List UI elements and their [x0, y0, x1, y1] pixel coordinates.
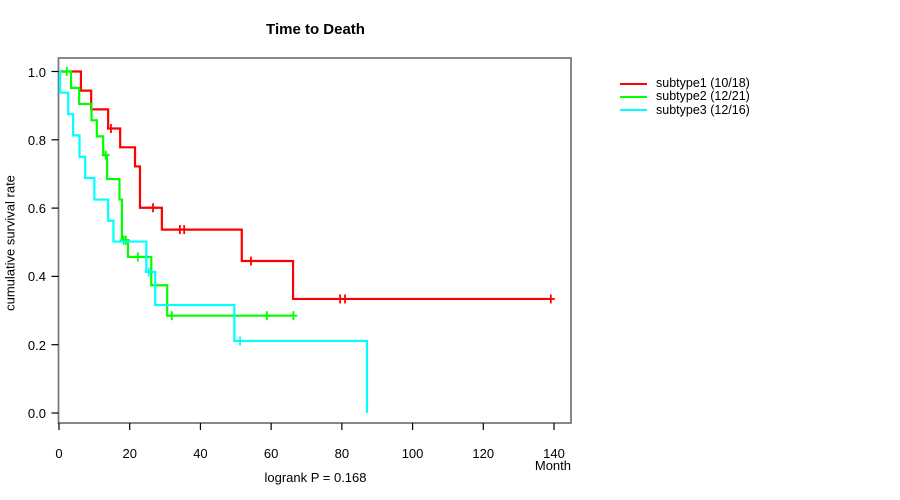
- legend-label-subtype3: subtype3 (12/16): [656, 102, 750, 117]
- x-tick-label: 100: [401, 446, 424, 461]
- y-tick-label: 0.6: [27, 201, 46, 217]
- legend-label-subtype2: subtype2 (12/21): [656, 89, 750, 104]
- x-tick-label: 60: [263, 446, 279, 461]
- x-tick-label: 40: [193, 446, 208, 461]
- legend-label-subtype1: subtype1 (10/18): [656, 76, 750, 91]
- y-tick-label: 0.2: [27, 337, 46, 353]
- y-tick-label: 1.0: [27, 64, 46, 80]
- y-tick-label: 0.4: [27, 269, 46, 285]
- plot-box: [57, 57, 572, 424]
- logrank-annotation: logrank P = 0.168: [264, 470, 367, 485]
- legend-line-swatch-subtype1: [620, 82, 647, 85]
- legend-line-swatch-subtype3: [620, 109, 647, 112]
- x-tick-label: 80: [334, 446, 350, 461]
- x-tick-label: 20: [122, 446, 137, 461]
- x-tick-label: 120: [472, 446, 495, 461]
- y-tick-label: 0.8: [27, 132, 46, 148]
- legend-item-subtype1: subtype1 (10/18): [620, 77, 750, 90]
- x-tick-label: 140: [543, 446, 565, 461]
- legend: subtype1 (10/18) subtype2 (12/21) subtyp…: [620, 77, 750, 117]
- survival-curve-subtype3: [58, 70, 369, 413]
- x-tick-label: 0: [55, 446, 63, 461]
- x-axis-label: Month: [534, 458, 571, 473]
- survival-curve-subtype1: [59, 70, 551, 301]
- survival-curve-subtype2: [59, 70, 294, 317]
- y-axis-label: cumulative survival rate: [2, 175, 18, 311]
- chart-title: Time to Death: [266, 21, 365, 38]
- legend-item-subtype3: subtype3 (12/16): [620, 102, 750, 117]
- legend-item-subtype2: subtype2 (12/21): [620, 90, 750, 103]
- y-tick-label: 0.0: [27, 406, 46, 421]
- legend-line-swatch-subtype2: [620, 95, 647, 98]
